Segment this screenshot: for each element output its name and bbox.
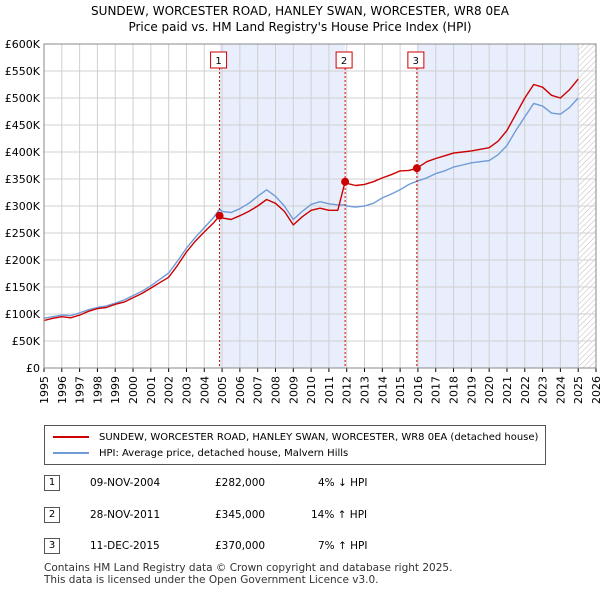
sale-label-box-1	[210, 51, 228, 69]
y-tick-label: £600K	[5, 38, 41, 51]
x-tick-label: 2008	[269, 376, 282, 404]
transaction-price-3: £370,000	[215, 540, 266, 552]
y-tick-label: £350K	[5, 173, 41, 186]
y-tick-label: £200K	[5, 254, 41, 267]
chart-title: SUNDEW, WORCESTER ROAD, HANLEY SWAN, WOR…	[91, 4, 509, 18]
transaction-hpi-3: 7% ↑ HPI	[318, 540, 368, 552]
sale-label-2: 2	[341, 56, 347, 67]
legend-label-property: SUNDEW, WORCESTER ROAD, HANLEY SWAN, WOR…	[99, 431, 539, 443]
price-chart: 1 2 3 £0 £50K £100K £150K £200K £250K £300K £350K…	[5, 38, 600, 404]
x-tick-label: 2004	[198, 376, 211, 404]
sale-label-box-3	[407, 51, 425, 69]
y-tick-label: £550K	[5, 65, 41, 78]
y-tick-label: £300K	[5, 200, 41, 213]
footer-licence: This data is licensed under the Open Gov…	[44, 574, 379, 586]
x-tick-label: 2014	[376, 376, 389, 404]
legend-label-hpi: HPI: Average price, detached house, Malv…	[99, 447, 349, 459]
legend-swatch-blue	[53, 452, 89, 454]
x-tick-label: 2020	[483, 376, 496, 404]
x-tick-label: 2002	[163, 376, 176, 404]
x-tick-label: 2000	[127, 376, 140, 404]
x-tick-label: 2015	[394, 376, 407, 404]
x-tick-label: 2017	[430, 376, 443, 404]
x-tick-label: 2023	[537, 376, 550, 404]
sale-point-1	[215, 211, 224, 220]
transaction-date-3: 11-DEC-2015	[90, 540, 160, 552]
x-tick-label: 2025	[572, 376, 585, 404]
x-tick-label: 2013	[359, 376, 372, 404]
x-tick-label: 1997	[74, 376, 87, 404]
sale-label-1: 1	[215, 56, 221, 67]
series-line-hpi	[43, 97, 579, 319]
x-tick-label: 1999	[109, 376, 122, 404]
x-tick-label: 2005	[216, 376, 229, 404]
transaction-date-1: 09-NOV-2004	[90, 477, 161, 489]
legend: SUNDEW, WORCESTER ROAD, HANLEY SWAN, WOR…	[44, 425, 546, 465]
sale-point-3	[412, 164, 421, 173]
sale-point-2	[341, 177, 350, 186]
legend-item-property: SUNDEW, WORCESTER ROAD, HANLEY SWAN, WOR…	[53, 430, 538, 444]
y-tick-label: £450K	[5, 119, 41, 132]
transaction-hpi-1: 4% ↓ HPI	[318, 477, 368, 489]
y-tick-label: £100K	[5, 308, 41, 321]
y-tick-label: £400K	[5, 146, 41, 159]
x-tick-label: 2021	[501, 376, 514, 404]
legend-item-hpi: HPI: Average price, detached house, Malv…	[53, 446, 348, 460]
y-tick-label: £150K	[5, 281, 41, 294]
x-tick-label: 2010	[305, 376, 318, 404]
series-line-property	[43, 78, 579, 322]
chart-subtitle: Price paid vs. HM Land Registry's House …	[128, 20, 472, 34]
y-tick-label: £0	[26, 362, 40, 375]
y-tick-label: £50K	[12, 335, 41, 348]
x-tick-label: 2007	[252, 376, 265, 404]
x-tick-label: 2003	[180, 376, 193, 404]
x-tick-label: 1996	[56, 376, 69, 404]
sale-label-3: 3	[413, 56, 419, 67]
x-tick-label: 2026	[590, 376, 600, 404]
x-tick-label: 1998	[91, 376, 104, 404]
legend-swatch-red	[53, 436, 89, 438]
sale-label-box-2	[335, 51, 353, 69]
footer-copyright: Contains HM Land Registry data © Crown c…	[44, 562, 453, 574]
transaction-number-3: 3	[44, 538, 60, 554]
x-tick-label: 2016	[412, 376, 425, 404]
x-tick-label: 2006	[234, 376, 247, 404]
x-tick-label: 2012	[341, 376, 354, 404]
x-tick-label: 2022	[519, 376, 532, 404]
transaction-price-2: £345,000	[215, 509, 266, 521]
transaction-date-2: 28-NOV-2011	[90, 509, 161, 521]
x-tick-label: 2001	[145, 376, 158, 404]
x-tick-label: 2011	[323, 376, 336, 404]
x-tick-label: 2018	[448, 376, 461, 404]
x-tick-label: 1995	[38, 376, 51, 404]
x-tick-label: 2009	[287, 376, 300, 404]
y-tick-label: £500K	[5, 92, 41, 105]
transaction-hpi-2: 14% ↑ HPI	[311, 509, 368, 521]
transaction-number-1: 1	[44, 475, 60, 491]
transaction-price-1: £282,000	[215, 477, 266, 489]
plot-frame	[43, 43, 597, 369]
x-tick-label: 2019	[465, 376, 478, 404]
transaction-number-2: 2	[44, 507, 60, 523]
y-tick-label: £250K	[5, 227, 41, 240]
x-tick-label: 2024	[554, 376, 567, 404]
